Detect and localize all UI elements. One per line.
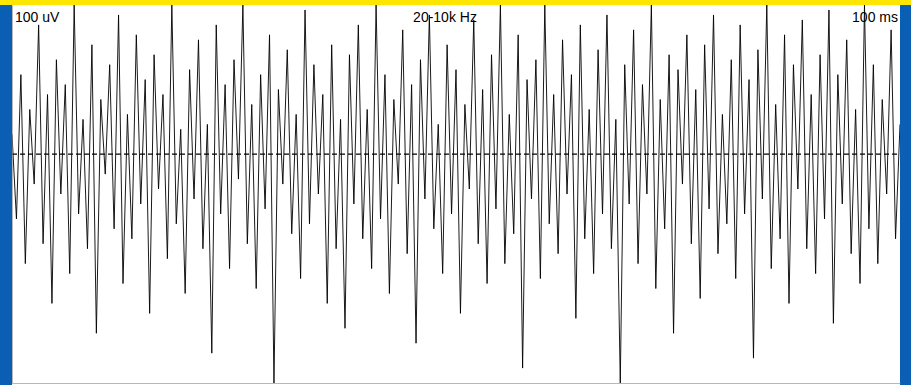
signal-trace	[12, 5, 900, 383]
plot-area	[12, 5, 900, 383]
background	[0, 0, 911, 385]
x-axis	[13, 383, 901, 384]
top-border	[0, 0, 911, 5]
axis-line	[13, 383, 901, 384]
chart-container: 100 uV 20-10k Hz 100 ms	[0, 0, 911, 385]
axis-line	[12, 6, 13, 384]
chart-svg: 100 uV 20-10k Hz 100 ms	[0, 0, 911, 385]
annotation: 100 uV	[15, 9, 60, 25]
annotation: 20-10k Hz	[413, 9, 477, 25]
annotation: 100 ms	[852, 9, 898, 25]
y-axis	[12, 6, 13, 384]
baseline	[12, 154, 900, 155]
left-border	[0, 0, 12, 385]
right-border	[900, 0, 911, 385]
